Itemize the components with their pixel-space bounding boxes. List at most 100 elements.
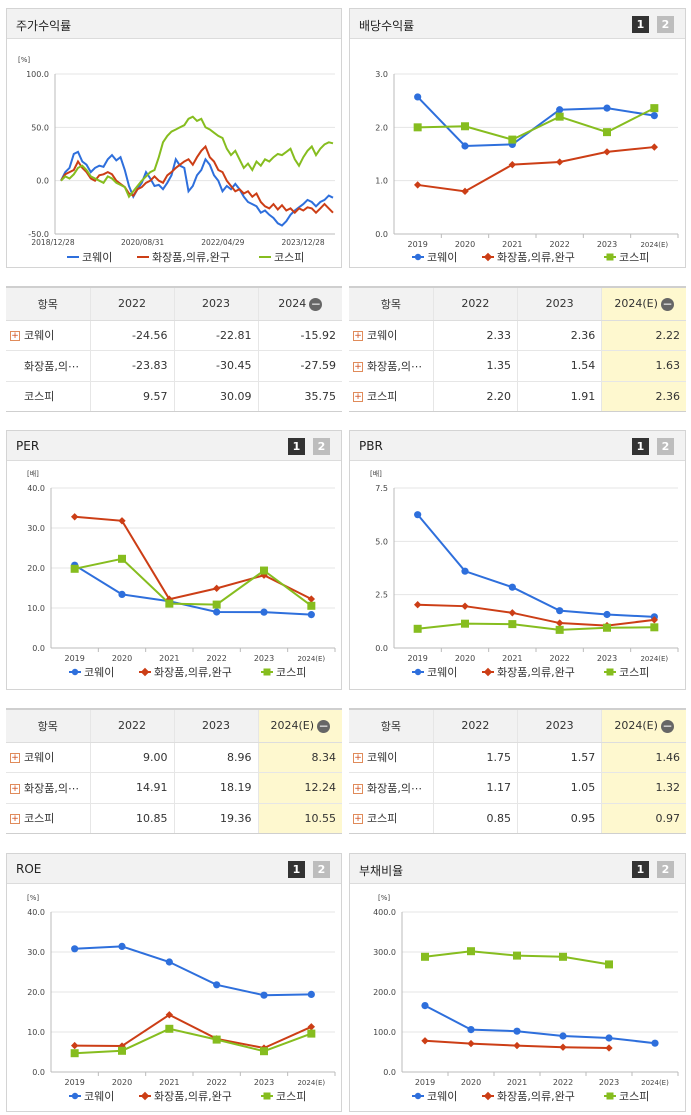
value-cell: 1.17 (432, 772, 518, 804)
column-header: 항목 (6, 710, 90, 743)
value-cell: 1.57 (516, 742, 602, 774)
page-2-button[interactable]: 2 (657, 16, 674, 33)
expand-plus-icon[interactable]: + (10, 783, 20, 794)
page-2-button[interactable]: 2 (657, 861, 674, 878)
value-cell: 35.75 (257, 381, 342, 411)
data-point-cosmetics (467, 1039, 475, 1048)
value-cell: 1.05 (516, 772, 602, 804)
expand-plus-icon[interactable]: + (10, 331, 20, 342)
legend-marker-kospi (263, 668, 271, 676)
legend-marker-coway (414, 668, 422, 676)
data-point-coway (603, 104, 611, 112)
expand-plus-icon[interactable]: + (353, 814, 363, 825)
expand-plus-icon[interactable]: + (353, 783, 363, 794)
expand-plus-icon[interactable]: + (353, 361, 363, 372)
row-name: 화장품,의⋯ (24, 781, 79, 795)
column-header: 항목 (349, 710, 434, 743)
page-1-button[interactable]: 1 (288, 861, 305, 878)
value-cell: 2.33 (432, 320, 518, 352)
roe-chart: [%] 40.0 30.0 20.0 10.0 0.0 2019 2020 2021 2022 20… (27, 894, 336, 1103)
expand-plus-icon[interactable]: + (353, 753, 363, 764)
value-cell: -23.83 (89, 350, 174, 382)
x-tick-label: 2022 (206, 1078, 226, 1087)
x-tick-label: 2018/12/28 (31, 238, 74, 247)
legend-item-coway: 코웨이 (69, 666, 114, 679)
panel-title: 배당수익률 (359, 19, 415, 33)
value-cell: 1.35 (432, 350, 518, 382)
expand-plus-icon[interactable]: + (10, 814, 20, 825)
expand-plus-icon[interactable]: + (10, 753, 20, 764)
data-table: 항목 2022 2023 2024(E) − + 코웨이 2.33 2.36 2.22 + 화장품,의… (349, 288, 686, 411)
legend-item-kospi: 코스피 (261, 666, 306, 679)
legend-marker-coway (71, 668, 79, 676)
data-point-cosmetics (603, 148, 611, 156)
legend-label-cosmetics: 화장품,의류,완구 (497, 1090, 575, 1103)
legend-label-coway: 코웨이 (427, 666, 457, 679)
data-point-coway (513, 1027, 521, 1035)
legend-item-coway: 코웨이 (412, 1090, 457, 1103)
collapse-minus-icon[interactable]: − (309, 296, 323, 311)
table-row: + 코스피 0.85 0.95 0.97 (349, 803, 686, 833)
row-name: 코스피 (24, 390, 55, 404)
legend-item-kospi: 코스피 (604, 251, 649, 264)
column-header: 2022 (89, 710, 174, 743)
x-tick-label: 2020 (112, 654, 132, 663)
x-tick-label: 2021 (159, 1078, 179, 1087)
data-point-kospi (165, 599, 174, 608)
page-1-button[interactable]: 1 (632, 861, 649, 878)
legend-label-cosmetics: 화장품,의류,완구 (154, 1090, 232, 1103)
data-point-coway (651, 1039, 659, 1047)
data-point-kospi (307, 1029, 316, 1038)
x-tick-label: 2021 (159, 654, 179, 663)
row-name-cell: + 코웨이 (349, 320, 434, 352)
page-2-button[interactable]: 2 (657, 438, 674, 455)
data-table: 항목 2022 2023 2024− + 코웨이 -24.56 -22.81 -15.92 화장품… (6, 288, 342, 411)
panel-title: PBR (359, 439, 383, 453)
legend-label-kospi: 코스피 (619, 1090, 649, 1103)
collapse-minus-icon[interactable]: − (660, 296, 674, 311)
y-tick-label: 10.0 (27, 1028, 45, 1037)
legend-item-coway: 코웨이 (69, 1090, 114, 1103)
y-unit-label: [%] (27, 894, 39, 902)
data-point-kospi (413, 624, 422, 633)
legend-item-coway: 코웨이 (412, 666, 457, 679)
collapse-minus-icon[interactable]: − (317, 718, 331, 733)
page-2-button[interactable]: 2 (313, 438, 330, 455)
table-row: + 코스피 10.85 19.36 10.55 (6, 803, 342, 833)
x-tick-label: 2023 (597, 654, 617, 663)
legend-marker-kospi (263, 1092, 271, 1100)
page-1-button[interactable]: 1 (288, 438, 305, 455)
page-2-button[interactable]: 2 (313, 861, 330, 878)
x-tick-label: 2022 (549, 240, 569, 249)
data-point-coway (508, 583, 516, 591)
y-tick-label: 3.0 (375, 70, 388, 79)
data-point-kospi (307, 601, 316, 610)
column-header-label: 2022 (118, 297, 146, 311)
page-1-button[interactable]: 1 (632, 16, 649, 33)
y-tick-label: 30.0 (27, 948, 45, 957)
data-point-coway (556, 607, 564, 615)
column-header-label: 항목 (380, 297, 401, 311)
expand-plus-icon[interactable]: + (353, 392, 363, 403)
legend-marker-cosmetics (483, 667, 493, 677)
value-cell: 2.22 (601, 320, 686, 352)
data-point-cosmetics (421, 1037, 429, 1045)
expand-plus-icon[interactable]: + (353, 331, 363, 342)
page-1-button[interactable]: 1 (632, 438, 649, 455)
legend-label-kospi: 코스피 (274, 251, 304, 264)
legend-label-cosmetics: 화장품,의류,완구 (152, 251, 230, 264)
data-point-coway (165, 958, 173, 966)
value-cell: 8.34 (257, 742, 342, 774)
legend-marker-coway (414, 1092, 422, 1100)
legend-item-cosmetics: 화장품,의류,완구 (482, 1090, 575, 1103)
collapse-minus-icon[interactable]: − (660, 718, 674, 733)
panel-title: PER (16, 439, 40, 453)
x-tick-label: 2023 (254, 1078, 274, 1087)
y-tick-label: 200.0 (373, 988, 396, 997)
y-unit-label: [배] (370, 469, 382, 478)
series-line-coway (74, 945, 312, 997)
x-tick-label: 2019 (407, 240, 427, 249)
